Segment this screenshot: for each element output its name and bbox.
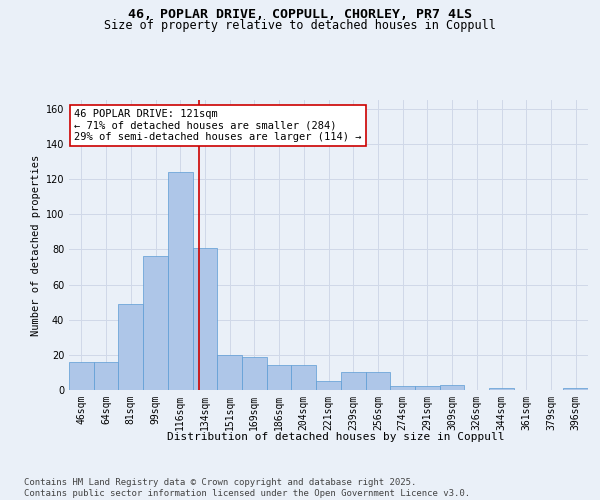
Bar	[365, 372, 390, 390]
Bar	[193, 248, 217, 390]
Text: 46 POPLAR DRIVE: 121sqm
← 71% of detached houses are smaller (284)
29% of semi-d: 46 POPLAR DRIVE: 121sqm ← 71% of detache…	[74, 108, 362, 142]
Bar	[563, 388, 588, 390]
Bar	[143, 256, 168, 390]
Bar	[341, 372, 365, 390]
Bar	[440, 384, 464, 390]
Text: Size of property relative to detached houses in Coppull: Size of property relative to detached ho…	[104, 18, 496, 32]
Y-axis label: Number of detached properties: Number of detached properties	[31, 154, 41, 336]
Bar	[242, 356, 267, 390]
Bar	[316, 381, 341, 390]
Bar	[292, 366, 316, 390]
Bar	[168, 172, 193, 390]
Bar	[94, 362, 118, 390]
Bar	[69, 362, 94, 390]
Bar	[217, 355, 242, 390]
Text: Distribution of detached houses by size in Coppull: Distribution of detached houses by size …	[167, 432, 505, 442]
Bar	[489, 388, 514, 390]
Bar	[390, 386, 415, 390]
Bar	[118, 304, 143, 390]
Bar	[415, 386, 440, 390]
Bar	[267, 366, 292, 390]
Text: Contains HM Land Registry data © Crown copyright and database right 2025.
Contai: Contains HM Land Registry data © Crown c…	[24, 478, 470, 498]
Text: 46, POPLAR DRIVE, COPPULL, CHORLEY, PR7 4LS: 46, POPLAR DRIVE, COPPULL, CHORLEY, PR7 …	[128, 8, 472, 20]
